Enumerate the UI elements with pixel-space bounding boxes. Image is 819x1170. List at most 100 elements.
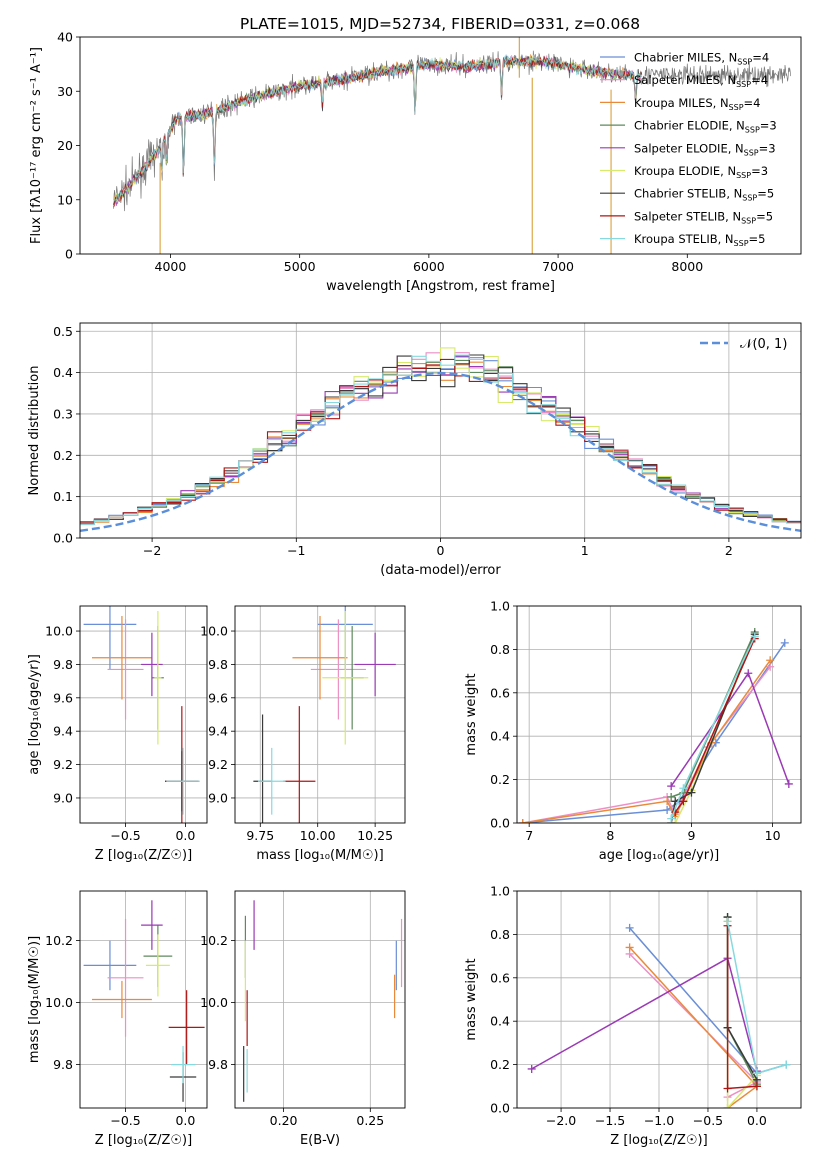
x-tick-label: −1.0 [644,1113,674,1128]
y-tick-label: 9.6 [53,690,73,705]
plot-area [527,913,791,1108]
error-bar-point [154,611,162,745]
y-tick-label: 0.6 [490,970,510,985]
plot-area [113,37,792,254]
y-axis-label: Normed distribution [27,366,42,496]
y-tick-label: 9.8 [53,657,73,672]
y-tick-label: 9.8 [208,657,228,672]
x-tick-label: 0.25 [356,1113,384,1128]
y-tick-label: 0.1 [53,489,73,504]
x-tick-label: 0.0 [747,1113,767,1128]
y-tick-label: 9.8 [53,1057,73,1072]
weight-series-line [726,925,757,1090]
error-bar-point [283,706,316,823]
axes-frame [234,890,406,1109]
y-tick-label: 10.0 [200,995,228,1010]
error-bar-point [141,900,163,950]
x-tick-label: 10.25 [357,828,393,843]
legend-entry: Chabrier ELODIE, NSSP=3 [634,119,777,135]
x-tick-label: 8 [606,828,614,843]
y-tick-label: 9.4 [53,724,73,739]
plot-area [80,347,801,532]
x-tick-label: −0.5 [693,1113,723,1128]
y-axis-label: mass weight [464,958,479,1040]
x-tick-label: 5000 [284,259,316,274]
axes-frame [79,890,208,1109]
x-axis-label: age [log₁₀(age/yr)] [599,848,720,863]
axes-frame [234,605,406,824]
plot-area [253,606,396,823]
error-bar-point [292,616,348,700]
x-tick-label: 7000 [542,259,574,274]
error-bar-point [91,980,152,1019]
x-tick-label: 0.0 [175,1113,195,1128]
x-tick-label: −2.0 [546,1113,576,1128]
normal-reference-curve [80,371,801,532]
weight-series-line [522,642,786,823]
y-tick-label: 9.8 [208,1057,228,1072]
weight-point-marker [527,1064,536,1073]
x-tick-label: −0.5 [110,828,140,843]
legend-entry: Chabrier MILES, NSSP=4 [634,51,769,67]
residual-histogram [80,354,801,524]
error-bar-point [257,747,286,815]
error-bar-point [83,940,137,991]
panel-age-vs-Z: −0.5 0.0 9.0 9.2 9.4 9.6 9.8 10.0 Z [log₁₀(Z/Z☉)… [27,605,208,863]
x-tick-label: 1 [581,543,589,558]
y-tick-label: 9.6 [208,690,228,705]
error-bar-point [141,632,163,697]
weight-point-marker [687,788,696,797]
y-tick-label: 1.0 [490,884,510,899]
y-tick-label: 0.4 [490,729,510,744]
error-bar-point [354,632,396,697]
weight-point-marker [723,1084,732,1093]
y-tick-label: 0.8 [490,642,510,657]
error-bar-point [107,918,144,1037]
x-axis-label: wavelength [Angstrom, rest frame] [326,279,555,294]
x-tick-label: −2 [143,543,161,558]
axes-frame [79,605,208,824]
legend-entry: Kroupa MILES, NSSP=4 [634,96,760,112]
weight-point-marker [663,797,672,806]
weight-point-marker [723,917,732,926]
x-tick-label: 2 [725,543,733,558]
panel-weight-vs-age: 7 8 9 10 0.0 0.2 0.4 0.6 0.8 1.0 age [log₁₀(age/yr… [464,599,802,863]
weight-point-marker [750,632,759,641]
weight-point-marker [667,782,676,791]
y-tick-label: 0.2 [490,772,510,787]
x-tick-label: 8000 [671,259,703,274]
weight-point-marker [679,784,688,793]
error-bar-point [91,616,152,700]
residual-histogram [80,354,801,525]
y-tick-label: 0.5 [53,324,73,339]
axes-frame [516,890,802,1109]
weight-series-line [531,957,758,1072]
x-axis-label: E(B-V) [300,1133,340,1148]
weight-point-marker [752,1069,761,1078]
x-axis-label: mass [log₁₀(M/M☉)] [256,848,383,863]
plot-area [83,606,200,823]
legend-entry: Salpeter STELIB, NSSP=5 [634,209,773,225]
panel-mass-vs-ebv: 0.20 0.25 9.8 10.0 10.2 E(B-V) [200,890,406,1148]
model-spectrum-line [113,56,643,208]
x-tick-label: 10.00 [300,828,336,843]
model-spectrum-line [113,55,643,205]
y-tick-label: 0.8 [490,927,510,942]
model-spectrum-line [113,55,643,206]
error-bar-point [171,1046,196,1084]
panel-weight-vs-Z: −2.0 −1.5 −1.0 −0.5 0.0 0.0 0.2 0.4 0.6 0.8 1.0 Z [… [464,884,802,1148]
y-tick-label: 0.3 [53,406,73,421]
weight-point-marker [723,1104,732,1108]
y-tick-label: 0.0 [490,816,510,831]
weight-point-marker [780,638,789,647]
y-tick-label: 0.4 [53,365,73,380]
x-tick-label: 7 [525,828,533,843]
y-tick-label: 0.2 [53,448,73,463]
y-tick-label: 40 [57,30,73,45]
x-axis-label: (data-model)/error [380,563,501,578]
y-tick-label: 0.2 [490,1057,510,1072]
x-tick-label: −0.5 [110,1113,140,1128]
error-bar-point [310,619,366,720]
y-axis-label: mass weight [464,673,479,755]
